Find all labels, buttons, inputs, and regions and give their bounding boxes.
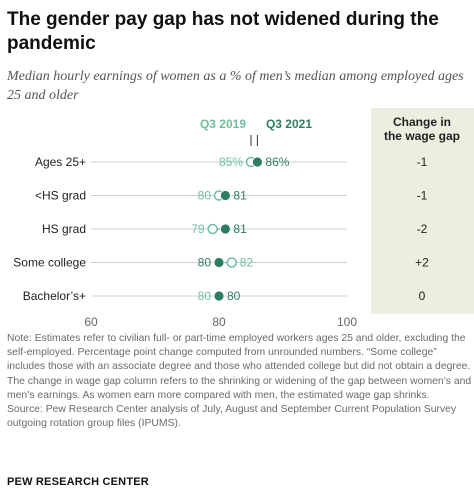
category-label: Ages 25+: [35, 155, 86, 169]
dot-2021: [219, 223, 231, 235]
chart-title: The gender pay gap has not widened durin…: [7, 9, 439, 54]
dot-2021: [219, 190, 231, 201]
dot-2021: [213, 290, 225, 302]
value-label-2021: 81: [233, 189, 247, 203]
change-column-panel: [371, 108, 474, 314]
change-value: -2: [417, 222, 428, 236]
value-label-2021: 80: [198, 256, 212, 270]
value-label-2019: 85%: [219, 155, 243, 169]
x-tick-label: 60: [84, 315, 98, 329]
value-label-2021: 81: [233, 222, 247, 236]
category-label: HS grad: [42, 222, 86, 236]
legend-label-2019: Q3 2019: [200, 117, 246, 131]
value-label-2019: 80: [198, 289, 212, 303]
chart-notes: Note: Estimates refer to civilian full- …: [7, 332, 472, 431]
note-text: Note: Estimates refer to civilian full- …: [7, 333, 472, 401]
dot-2019: [207, 223, 218, 235]
value-label-2019: 80: [198, 189, 212, 203]
dot-2021: [213, 257, 225, 268]
change-value: -1: [417, 155, 428, 169]
change-column-header: Change in: [393, 115, 451, 129]
change-value: -1: [417, 189, 428, 203]
dot-2021: [251, 156, 263, 168]
change-value: 0: [419, 289, 426, 303]
change-value: +2: [415, 256, 429, 270]
category-label: Some college: [13, 256, 86, 270]
category-label: Bachelor’s+: [23, 289, 86, 303]
legend-label-2021: Q3 2021: [266, 117, 312, 131]
value-label-2021: 80: [227, 289, 241, 303]
value-label-2019: 79: [191, 222, 205, 236]
dot-2019: [226, 257, 238, 268]
brand-logo-text: PEW RESEARCH CENTER: [7, 476, 149, 488]
x-tick-label: 80: [212, 315, 226, 329]
chart-subtitle: Median hourly earnings of women as a % o…: [7, 69, 464, 103]
value-label-2021: 86%: [265, 155, 289, 169]
source-text: Source: Pew Research Center analysis of …: [7, 404, 457, 430]
category-label: <HS grad: [35, 189, 86, 203]
change-column-header: the wage gap: [384, 129, 460, 143]
x-tick-label: 100: [337, 315, 357, 329]
value-label-2019: 82: [240, 256, 254, 270]
